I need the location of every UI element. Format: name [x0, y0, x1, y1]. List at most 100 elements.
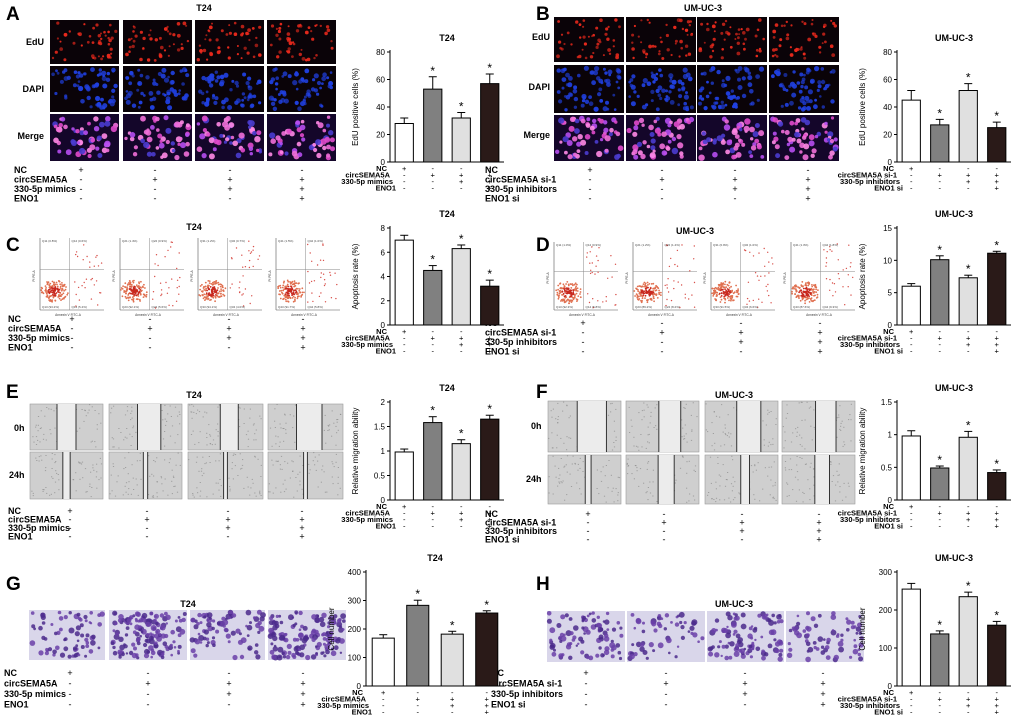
cell-dot	[241, 98, 245, 102]
cell-speck	[162, 438, 165, 440]
stained-cell	[190, 648, 196, 654]
cell-speck	[251, 478, 253, 480]
cell-dot	[737, 36, 740, 40]
cell-speck	[153, 460, 155, 461]
stained-cell	[805, 641, 811, 647]
cell-speck	[242, 459, 244, 461]
cell-dot	[631, 33, 635, 37]
cell-dot	[65, 149, 72, 156]
stained-cell	[143, 653, 150, 659]
event-dot	[557, 294, 560, 297]
event-dot	[566, 281, 569, 283]
cell-speck	[568, 417, 570, 419]
flow-quadrant-label: Q42 (1.8%)	[823, 243, 838, 247]
cell-speck	[770, 444, 772, 446]
sign-mark: -	[149, 314, 152, 324]
stained-cell	[735, 633, 741, 639]
cell-speck	[156, 492, 158, 494]
sign-mark: -	[69, 515, 72, 525]
stained-cell	[558, 653, 564, 659]
stained-cell	[245, 609, 252, 616]
condition-table-B: NC + - - -circSEMA5A si-1- + + +330-5p inhibito…	[485, 165, 811, 204]
cell-speck	[638, 449, 640, 451]
cell-speck	[574, 463, 576, 465]
cell-dot	[243, 46, 247, 50]
cell-speck	[335, 461, 337, 463]
event-dot	[287, 280, 290, 283]
stained-cell	[845, 617, 849, 621]
cell-dot	[567, 154, 573, 160]
event-dot	[747, 281, 750, 283]
stained-cell	[33, 627, 36, 631]
cell-dot	[103, 30, 106, 34]
cell-speck	[685, 433, 687, 435]
cell-dot	[569, 92, 574, 97]
condition-label: circSEMA5A si-1	[485, 175, 556, 185]
stained-cell	[760, 635, 764, 639]
cell-speck	[641, 419, 643, 421]
event-dot	[667, 291, 670, 293]
cell-speck	[838, 474, 840, 476]
stained-cell	[193, 624, 199, 630]
cell-dot	[172, 33, 176, 37]
cell-dot	[124, 136, 128, 141]
cell-dot	[201, 101, 205, 105]
event-dot	[795, 296, 798, 298]
cell-speck	[314, 464, 316, 466]
cell-speck	[173, 477, 175, 478]
cell-dot	[79, 127, 84, 132]
event-dot	[277, 287, 280, 290]
cell-speck	[645, 492, 647, 494]
event-dot	[65, 286, 67, 288]
flow-plot-area	[266, 234, 342, 318]
cell-dot	[683, 94, 690, 100]
cell-dot	[576, 141, 582, 147]
cell-dot	[734, 68, 738, 72]
cell-dot	[826, 138, 831, 142]
cell-dot	[53, 137, 59, 144]
event-dot	[52, 291, 55, 294]
cell-dot	[170, 80, 175, 85]
sign-mark: -	[744, 668, 747, 678]
cell-speck	[135, 431, 137, 433]
sign-mark: +	[805, 194, 810, 204]
event-dot	[836, 243, 838, 245]
event-dot	[577, 295, 580, 297]
cell-dot	[246, 51, 250, 55]
cell-dot	[711, 43, 715, 47]
cell-speck	[252, 424, 255, 426]
cell-dot	[605, 100, 609, 105]
cell-dot	[774, 23, 779, 27]
transwell-image	[189, 609, 266, 661]
event-dot	[842, 269, 844, 271]
event-dot	[645, 285, 648, 287]
flow-quadrant-label: Q21 (1.2%)	[635, 243, 650, 247]
fluorescence-image	[123, 20, 192, 64]
cell-speck	[268, 491, 270, 493]
cell-dot	[78, 147, 86, 155]
event-dot	[805, 294, 808, 297]
cell-dot	[227, 46, 230, 49]
event-dot	[202, 297, 205, 300]
row-label: DAPI	[528, 82, 550, 92]
cell-speck	[626, 463, 628, 465]
flow-quadrant-label: Q31 (1.2%)	[200, 239, 215, 243]
event-dot	[322, 259, 325, 262]
cell-dot	[183, 151, 190, 157]
cell-dot	[270, 24, 275, 28]
cell-dot	[95, 23, 99, 27]
sign-mark: -	[69, 523, 72, 533]
stained-cell	[611, 644, 617, 651]
cell-speck	[51, 468, 53, 469]
cell-speck	[551, 432, 553, 434]
cell-dot	[151, 96, 157, 102]
sign-mark: -	[228, 343, 231, 353]
cell-speck	[570, 437, 572, 439]
stained-cell	[224, 617, 228, 621]
cell-dot	[211, 22, 213, 25]
event-dot	[137, 293, 139, 296]
cell-speck	[682, 456, 684, 458]
event-dot	[641, 297, 644, 300]
event-dot	[286, 279, 289, 282]
cell-speck	[604, 475, 606, 477]
